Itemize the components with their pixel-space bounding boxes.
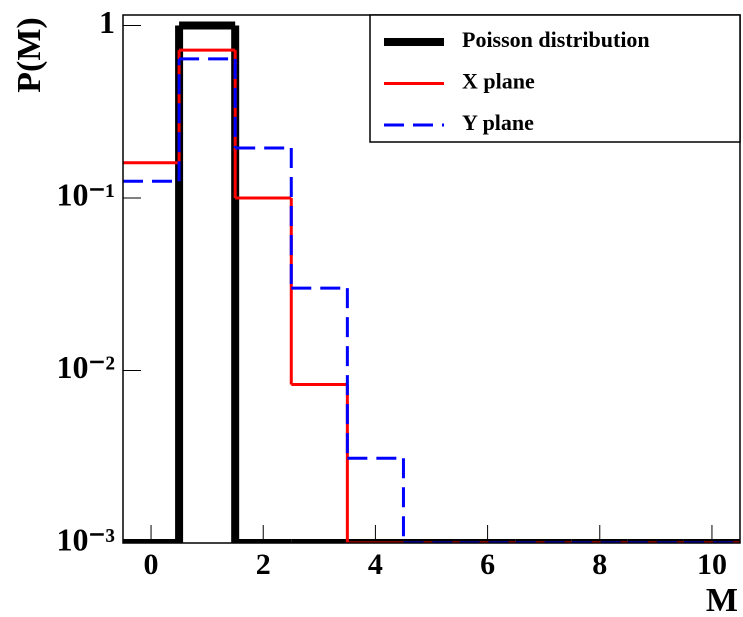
y-tick-label: 10⁻¹	[57, 176, 115, 212]
y-tick-label: 10⁻²	[57, 349, 115, 385]
y-tick-label: 10⁻³	[57, 521, 115, 557]
x-tick-label: 4	[368, 548, 383, 581]
legend-label: Poisson distribution	[462, 27, 650, 52]
legend-box	[369, 14, 741, 143]
x-tick-label: 0	[144, 548, 159, 581]
x-tick-label: 6	[480, 548, 495, 581]
legend-label: Y plane	[462, 110, 534, 135]
x-tick-label: 8	[592, 548, 607, 581]
y-tick-label: 1	[99, 4, 115, 40]
x-tick-label: 10	[697, 548, 727, 581]
plot-area	[123, 21, 740, 543]
legend-label: X plane	[462, 69, 535, 94]
y-axis-title: P(M)	[11, 17, 48, 93]
x-tick-label: 2	[256, 548, 271, 581]
x-axis-title: M	[706, 582, 738, 617]
